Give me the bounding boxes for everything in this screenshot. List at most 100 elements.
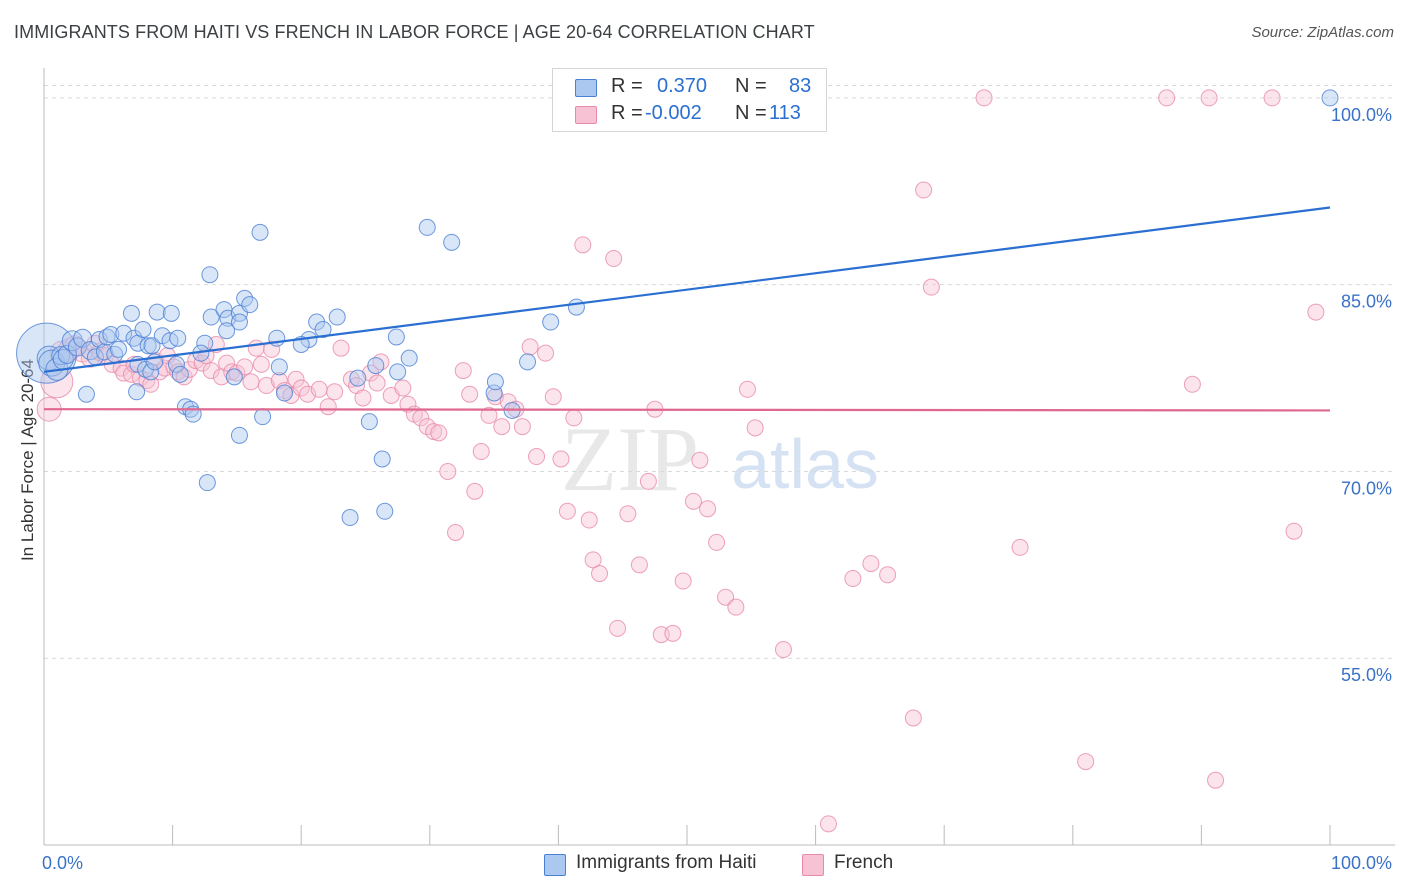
data-point xyxy=(1207,771,1225,789)
data-point xyxy=(486,373,504,391)
data-point xyxy=(368,374,386,392)
data-point xyxy=(528,448,546,466)
data-point xyxy=(115,324,133,342)
data-point xyxy=(112,359,130,377)
watermark: ZIP atlas xyxy=(561,408,879,510)
haiti-swatch xyxy=(575,79,597,97)
data-point xyxy=(879,566,897,584)
data-point xyxy=(580,511,598,529)
data-point xyxy=(341,509,359,527)
data-point xyxy=(639,472,657,490)
data-point xyxy=(447,523,465,541)
data-point xyxy=(142,363,160,381)
data-point xyxy=(242,373,260,391)
data-point xyxy=(862,555,880,573)
r-label: R = xyxy=(611,75,643,97)
data-point xyxy=(443,233,461,251)
y-tick-labels: 55.0% 70.0% 85.0% 100.0% xyxy=(1331,105,1392,685)
data-point xyxy=(630,556,648,574)
data-point xyxy=(167,355,185,373)
n-label: N = xyxy=(735,102,767,124)
n-value: 113 xyxy=(769,102,801,124)
data-point xyxy=(310,380,328,398)
data-point xyxy=(584,551,602,569)
data-point xyxy=(466,482,484,500)
data-point xyxy=(1307,303,1325,321)
data-point xyxy=(201,266,219,284)
data-point xyxy=(51,346,71,366)
legend-label: Immigrants from Haiti xyxy=(576,852,757,873)
watermark-zip: ZIP xyxy=(561,408,699,510)
data-point xyxy=(128,383,146,401)
data-point xyxy=(691,451,709,469)
data-point xyxy=(252,355,270,373)
x-tick-label: 100.0% xyxy=(1331,853,1392,873)
data-point xyxy=(270,372,288,390)
y-tick-label: 100.0% xyxy=(1331,105,1392,125)
data-point xyxy=(1077,753,1095,771)
data-point xyxy=(257,377,275,395)
data-point xyxy=(376,502,394,520)
r-value: -0.002 xyxy=(645,102,702,124)
data-point xyxy=(1011,538,1029,556)
legend-label: French xyxy=(834,852,894,873)
data-point xyxy=(134,321,152,339)
data-point xyxy=(349,369,367,387)
n-label: N = xyxy=(735,75,767,97)
data-point xyxy=(162,304,180,322)
data-point xyxy=(218,354,236,372)
data-point xyxy=(287,370,305,388)
data-point xyxy=(354,389,372,407)
data-point xyxy=(430,424,448,442)
data-point xyxy=(373,450,391,468)
x-tick-labels: 0.0% 100.0% xyxy=(42,853,1392,873)
data-point xyxy=(67,337,87,357)
data-point xyxy=(139,337,157,355)
data-point xyxy=(77,385,95,403)
data-point xyxy=(774,641,792,659)
data-point xyxy=(314,321,332,339)
data-point xyxy=(218,322,236,340)
data-point xyxy=(542,313,560,331)
n-value: 83 xyxy=(789,75,812,97)
data-point xyxy=(328,308,346,326)
data-point xyxy=(567,298,585,316)
data-point xyxy=(454,362,472,380)
data-point xyxy=(202,308,220,326)
data-point xyxy=(247,339,265,357)
data-point xyxy=(202,362,220,380)
data-point xyxy=(389,363,407,381)
data-point xyxy=(472,443,490,461)
haiti-trendline xyxy=(43,206,1331,373)
data-point xyxy=(326,383,344,401)
data-point xyxy=(1321,89,1339,107)
data-point xyxy=(275,384,293,402)
data-point xyxy=(975,89,993,107)
data-point xyxy=(418,218,436,236)
data-point xyxy=(544,388,562,406)
data-point xyxy=(270,358,288,376)
data-point xyxy=(292,379,310,397)
data-point xyxy=(664,624,682,642)
data-point xyxy=(1158,89,1176,107)
data-point xyxy=(1263,89,1281,107)
correlation-legend: R = 0.370 N = 83 R = -0.002 N = 113 xyxy=(552,68,827,132)
data-point xyxy=(387,328,405,346)
data-point xyxy=(552,450,570,468)
data-point xyxy=(367,357,385,375)
data-point xyxy=(1200,89,1218,107)
chart-title: IMMIGRANTS FROM HAITI VS FRENCH IN LABOR… xyxy=(14,22,815,42)
data-point xyxy=(609,619,627,637)
data-point xyxy=(198,474,216,492)
data-point xyxy=(461,385,479,403)
data-point xyxy=(904,709,922,727)
data-point xyxy=(394,379,412,397)
haiti-points xyxy=(16,89,1339,527)
data-point xyxy=(171,365,189,383)
data-point xyxy=(143,337,161,355)
french-trendline xyxy=(43,408,1331,412)
french-legend-swatch xyxy=(802,854,824,876)
y-tick-label: 85.0% xyxy=(1341,292,1392,312)
data-point xyxy=(236,358,254,376)
